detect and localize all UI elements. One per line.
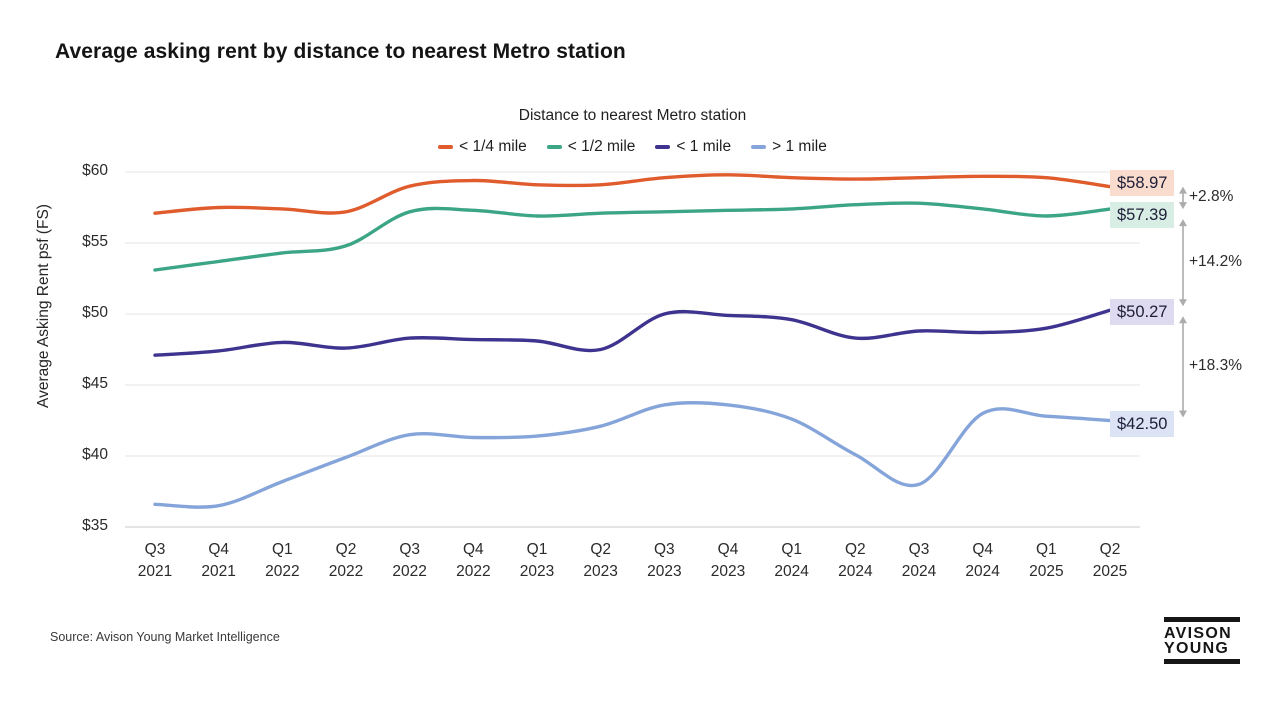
series-line--1-4-mile xyxy=(153,173,1112,215)
x-tick-label: Q4 2022 xyxy=(437,539,509,583)
arrowhead-up-icon xyxy=(1179,316,1187,324)
series-line--1-mile xyxy=(153,400,1112,509)
x-tick-label: Q2 2023 xyxy=(565,539,637,583)
x-tick-year: 2023 xyxy=(583,563,618,580)
x-tick-quarter: Q2 xyxy=(335,541,357,558)
x-tick-label: Q3 2021 xyxy=(119,539,191,583)
x-tick-year: 2024 xyxy=(838,563,873,580)
y-tick-label: $35 xyxy=(82,516,108,534)
y-tick-label: $60 xyxy=(82,161,108,179)
arrowhead-up-icon xyxy=(1179,186,1187,194)
y-tick-label: $50 xyxy=(82,303,108,321)
legend-item: < 1/2 mile xyxy=(546,138,636,156)
legend-dash-icon xyxy=(438,145,454,149)
x-tick-label: Q1 2023 xyxy=(501,539,573,583)
chart-title: Average asking rent by distance to neare… xyxy=(55,40,626,63)
percent-change-label: +14.2% xyxy=(1189,253,1243,271)
x-tick-year: 2023 xyxy=(519,563,555,580)
end-value-label: $50.27 xyxy=(1110,299,1175,326)
x-tick-year: 2024 xyxy=(965,563,1000,580)
x-tick-label: Q2 2024 xyxy=(819,539,891,583)
x-tick-year: 2023 xyxy=(647,563,682,580)
x-tick-quarter: Q1 xyxy=(271,541,293,558)
x-tick-label: Q4 2024 xyxy=(947,539,1019,583)
avison-young-logo: AVISON YOUNG xyxy=(1164,617,1240,664)
x-tick-label: Q2 2022 xyxy=(310,539,382,583)
x-tick-quarter: Q1 xyxy=(526,541,548,558)
end-value-label: $42.50 xyxy=(1110,410,1175,437)
legend-item: < 1 mile xyxy=(655,138,731,156)
arrowhead-down-icon xyxy=(1179,299,1187,307)
percent-change-label: +18.3% xyxy=(1189,357,1243,375)
x-tick-quarter: Q3 xyxy=(399,541,420,558)
x-tick-quarter: Q4 xyxy=(462,541,484,558)
x-tick-label: Q1 2024 xyxy=(756,539,828,583)
x-tick-year: 2021 xyxy=(137,563,173,580)
x-tick-label: Q3 2023 xyxy=(628,539,700,583)
x-tick-year: 2022 xyxy=(328,563,364,580)
x-tick-year: 2022 xyxy=(456,563,491,580)
x-tick-year: 2022 xyxy=(265,563,300,580)
series-line--1-2-mile xyxy=(153,201,1112,272)
x-tick-year: 2023 xyxy=(710,563,746,580)
x-tick-label: Q1 2022 xyxy=(246,539,318,583)
x-tick-quarter: Q4 xyxy=(717,541,739,558)
x-tick-quarter: Q2 xyxy=(590,541,611,558)
y-tick-label: $45 xyxy=(82,374,108,392)
legend: < 1/4 mile < 1/2 mile < 1 mile > 1 mile xyxy=(125,138,1140,156)
percent-change-label: +2.8% xyxy=(1189,188,1234,206)
x-tick-label: Q2 2025 xyxy=(1074,539,1146,583)
x-tick-quarter: Q3 xyxy=(908,541,930,558)
legend-label: > 1 mile xyxy=(772,138,827,155)
arrowhead-up-icon xyxy=(1179,219,1187,227)
x-tick-label: Q3 2022 xyxy=(374,539,446,583)
legend-dash-icon xyxy=(751,145,767,149)
legend-dash-icon xyxy=(655,145,671,149)
legend-label: < 1/4 mile xyxy=(459,138,527,155)
end-value-label: $57.39 xyxy=(1110,202,1175,229)
x-tick-label: Q1 2025 xyxy=(1010,539,1082,583)
x-tick-year: 2025 xyxy=(1092,563,1128,580)
logo-line-1: AVISON xyxy=(1164,625,1232,642)
x-tick-quarter: Q2 xyxy=(844,541,866,558)
x-tick-label: Q4 2021 xyxy=(183,539,255,583)
series-line--1-mile xyxy=(153,308,1112,357)
end-value-label: $58.97 xyxy=(1110,169,1175,196)
x-tick-label: Q3 2024 xyxy=(883,539,955,583)
logo-line-2: YOUNG xyxy=(1164,640,1230,657)
x-tick-year: 2021 xyxy=(201,563,236,580)
x-tick-label: Q4 2023 xyxy=(692,539,764,583)
legend-label: < 1 mile xyxy=(676,138,732,155)
legend-dash-icon xyxy=(546,145,562,149)
y-tick-label: $55 xyxy=(82,232,108,250)
x-tick-quarter: Q1 xyxy=(781,541,802,558)
legend-label: < 1/2 mile xyxy=(567,138,636,155)
y-tick-label: $40 xyxy=(82,445,108,463)
x-tick-year: 2025 xyxy=(1029,563,1064,580)
legend-title: Distance to nearest Metro station xyxy=(518,107,747,124)
x-tick-year: 2022 xyxy=(392,563,427,580)
x-tick-quarter: Q4 xyxy=(972,541,993,558)
x-tick-year: 2024 xyxy=(774,563,809,580)
x-tick-quarter: Q2 xyxy=(1099,541,1121,558)
source-note: Source: Avison Young Market Intelligence xyxy=(50,630,280,644)
x-tick-quarter: Q1 xyxy=(1035,541,1057,558)
legend-item: < 1/4 mile xyxy=(438,138,527,156)
x-tick-quarter: Q3 xyxy=(144,541,166,558)
legend-item: > 1 mile xyxy=(751,138,827,156)
x-tick-year: 2024 xyxy=(901,563,937,580)
x-tick-quarter: Q4 xyxy=(208,541,229,558)
arrowhead-down-icon xyxy=(1179,410,1187,418)
arrowhead-down-icon xyxy=(1179,202,1187,210)
x-tick-quarter: Q3 xyxy=(653,541,675,558)
